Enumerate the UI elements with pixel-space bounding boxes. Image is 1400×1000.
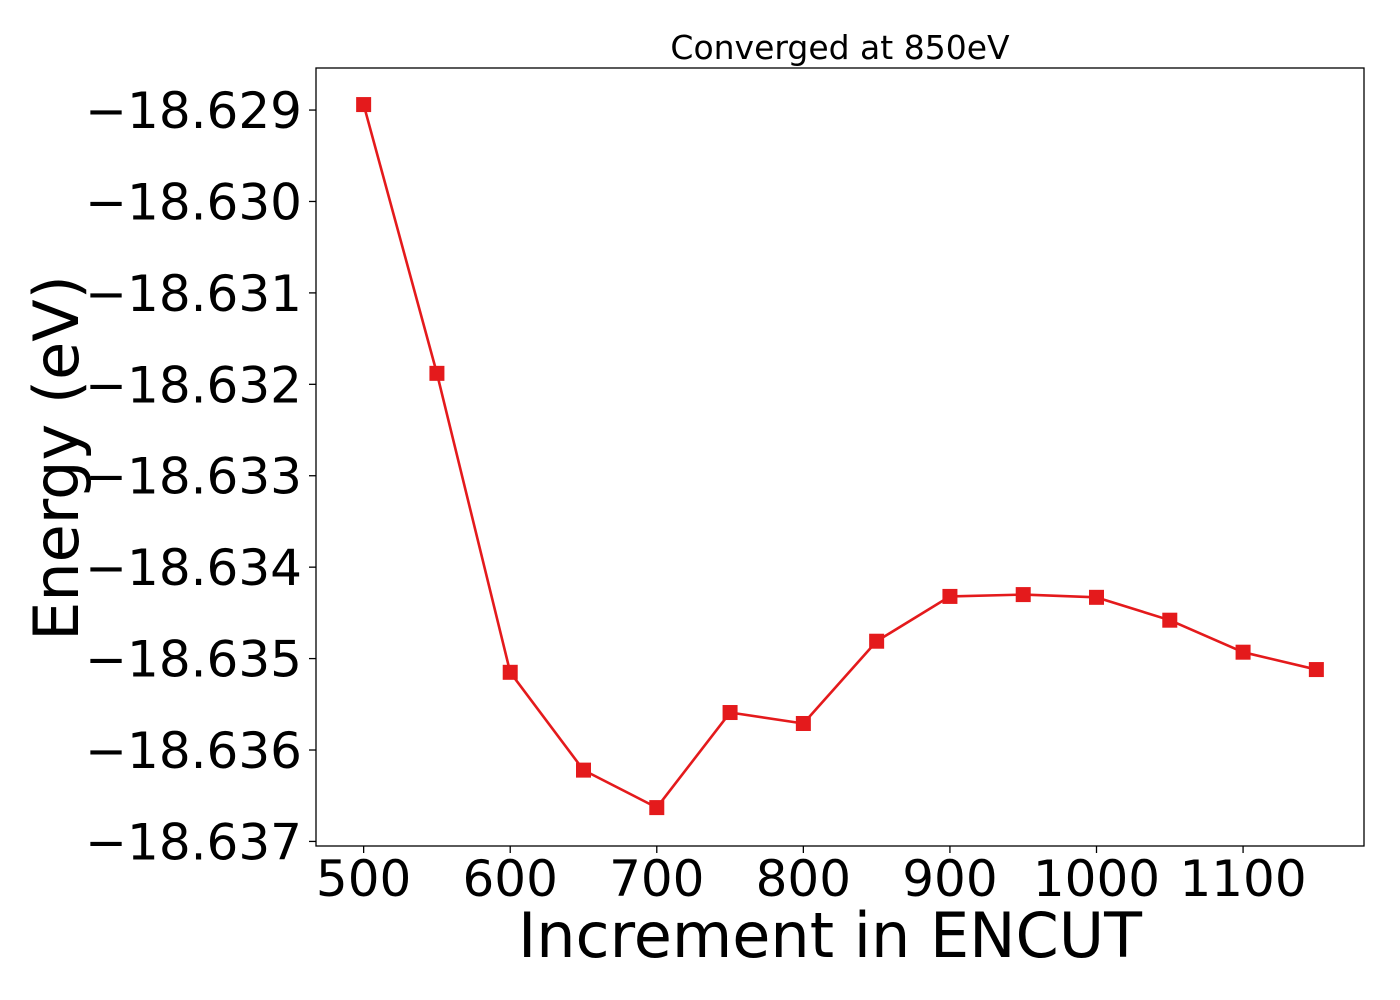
x-tick-label: 900	[902, 850, 997, 908]
x-tick-label: 700	[609, 850, 704, 908]
y-axis: −18.629 −18.630 −18.631 −18.632 −18.633 −18.6…	[85, 82, 316, 871]
y-tick-label: −18.631	[85, 265, 302, 323]
y-tick-label: −18.630	[85, 173, 302, 231]
data-point	[1015, 587, 1031, 603]
plot-frame	[315, 67, 1365, 847]
x-tick-label: 1100	[1179, 850, 1306, 908]
data-point	[356, 97, 372, 113]
y-tick-label: −18.636	[85, 722, 302, 780]
y-tick-label: −18.635	[85, 631, 302, 689]
x-tick-label: 800	[756, 850, 851, 908]
data-point	[1089, 589, 1104, 605]
x-tick-label: 600	[462, 850, 557, 908]
y-axis-label: Energy (eV)	[20, 275, 93, 641]
y-tick-label: −18.633	[85, 448, 302, 506]
series-line	[362, 104, 1317, 809]
data-point	[869, 633, 885, 649]
series-points	[356, 97, 1324, 816]
y-tick-label: −18.634	[85, 539, 302, 597]
data-point	[1235, 644, 1251, 660]
data-point	[795, 715, 811, 731]
chart-title: Converged at 850eV	[670, 28, 1010, 67]
plot-area	[315, 67, 1365, 847]
data-point	[649, 800, 665, 816]
x-tick-label: 1000	[1033, 850, 1160, 908]
data-point	[502, 664, 518, 680]
data-point	[722, 705, 738, 721]
y-tick-label: −18.632	[85, 356, 302, 414]
series-line-path	[362, 104, 1317, 809]
data-point	[576, 762, 591, 778]
y-tick-label: −18.637	[85, 813, 302, 871]
data-point	[429, 365, 445, 381]
data-point	[942, 588, 958, 604]
x-axis-label: Increment in ENCUT	[518, 899, 1143, 972]
x-axis: 500 600 700 800 900 1000 1100	[316, 846, 1307, 908]
data-point	[1308, 662, 1324, 678]
x-tick-label: 500	[316, 850, 411, 908]
y-tick-label: −18.629	[85, 82, 302, 140]
data-point	[1162, 612, 1178, 628]
